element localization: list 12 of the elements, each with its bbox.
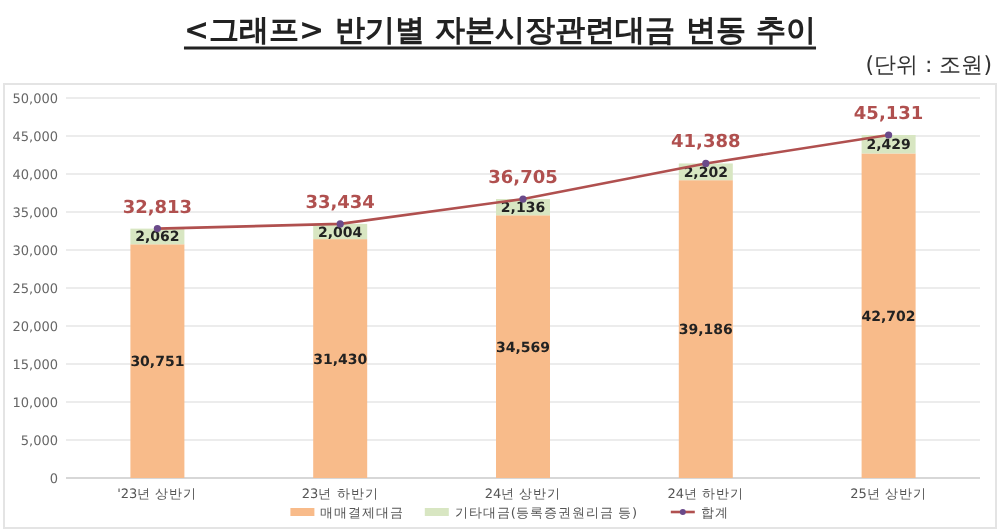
bar: [861, 153, 916, 478]
bar: [313, 239, 368, 478]
data-label: 33,434: [305, 193, 375, 214]
text: (단위 : 조원): [865, 52, 992, 78]
bar: [678, 180, 733, 478]
bar: [130, 244, 185, 478]
data-label: 32,813: [122, 198, 193, 219]
data-label: 45,131: [853, 105, 924, 125]
bar: [496, 215, 550, 478]
data-label: 41,388: [671, 133, 741, 154]
data-label: 36,705: [488, 169, 558, 190]
chart-title: <그래프> 반기별 자본시장관련대금 변동 추이: [183, 12, 817, 48]
